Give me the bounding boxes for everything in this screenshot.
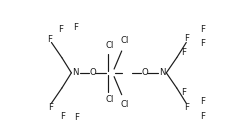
Text: F: F [58,25,63,34]
Text: O: O [140,68,147,77]
Text: Cl: Cl [120,100,129,109]
Text: F: F [199,39,204,48]
Text: F: F [199,25,204,34]
Text: F: F [73,23,78,32]
Text: O: O [89,68,96,77]
Text: F: F [48,103,53,112]
Text: F: F [180,88,185,97]
Text: F: F [180,48,185,57]
Text: F: F [199,112,204,121]
Text: Cl: Cl [105,95,114,104]
Text: F: F [60,112,65,121]
Text: F: F [46,35,52,44]
Text: F: F [183,103,188,112]
Text: F: F [74,113,79,122]
Text: N: N [72,68,78,77]
Text: Cl: Cl [105,41,114,50]
Text: F: F [183,34,188,43]
Text: F: F [199,97,204,106]
Text: Cl: Cl [120,36,129,45]
Text: N: N [159,68,165,77]
